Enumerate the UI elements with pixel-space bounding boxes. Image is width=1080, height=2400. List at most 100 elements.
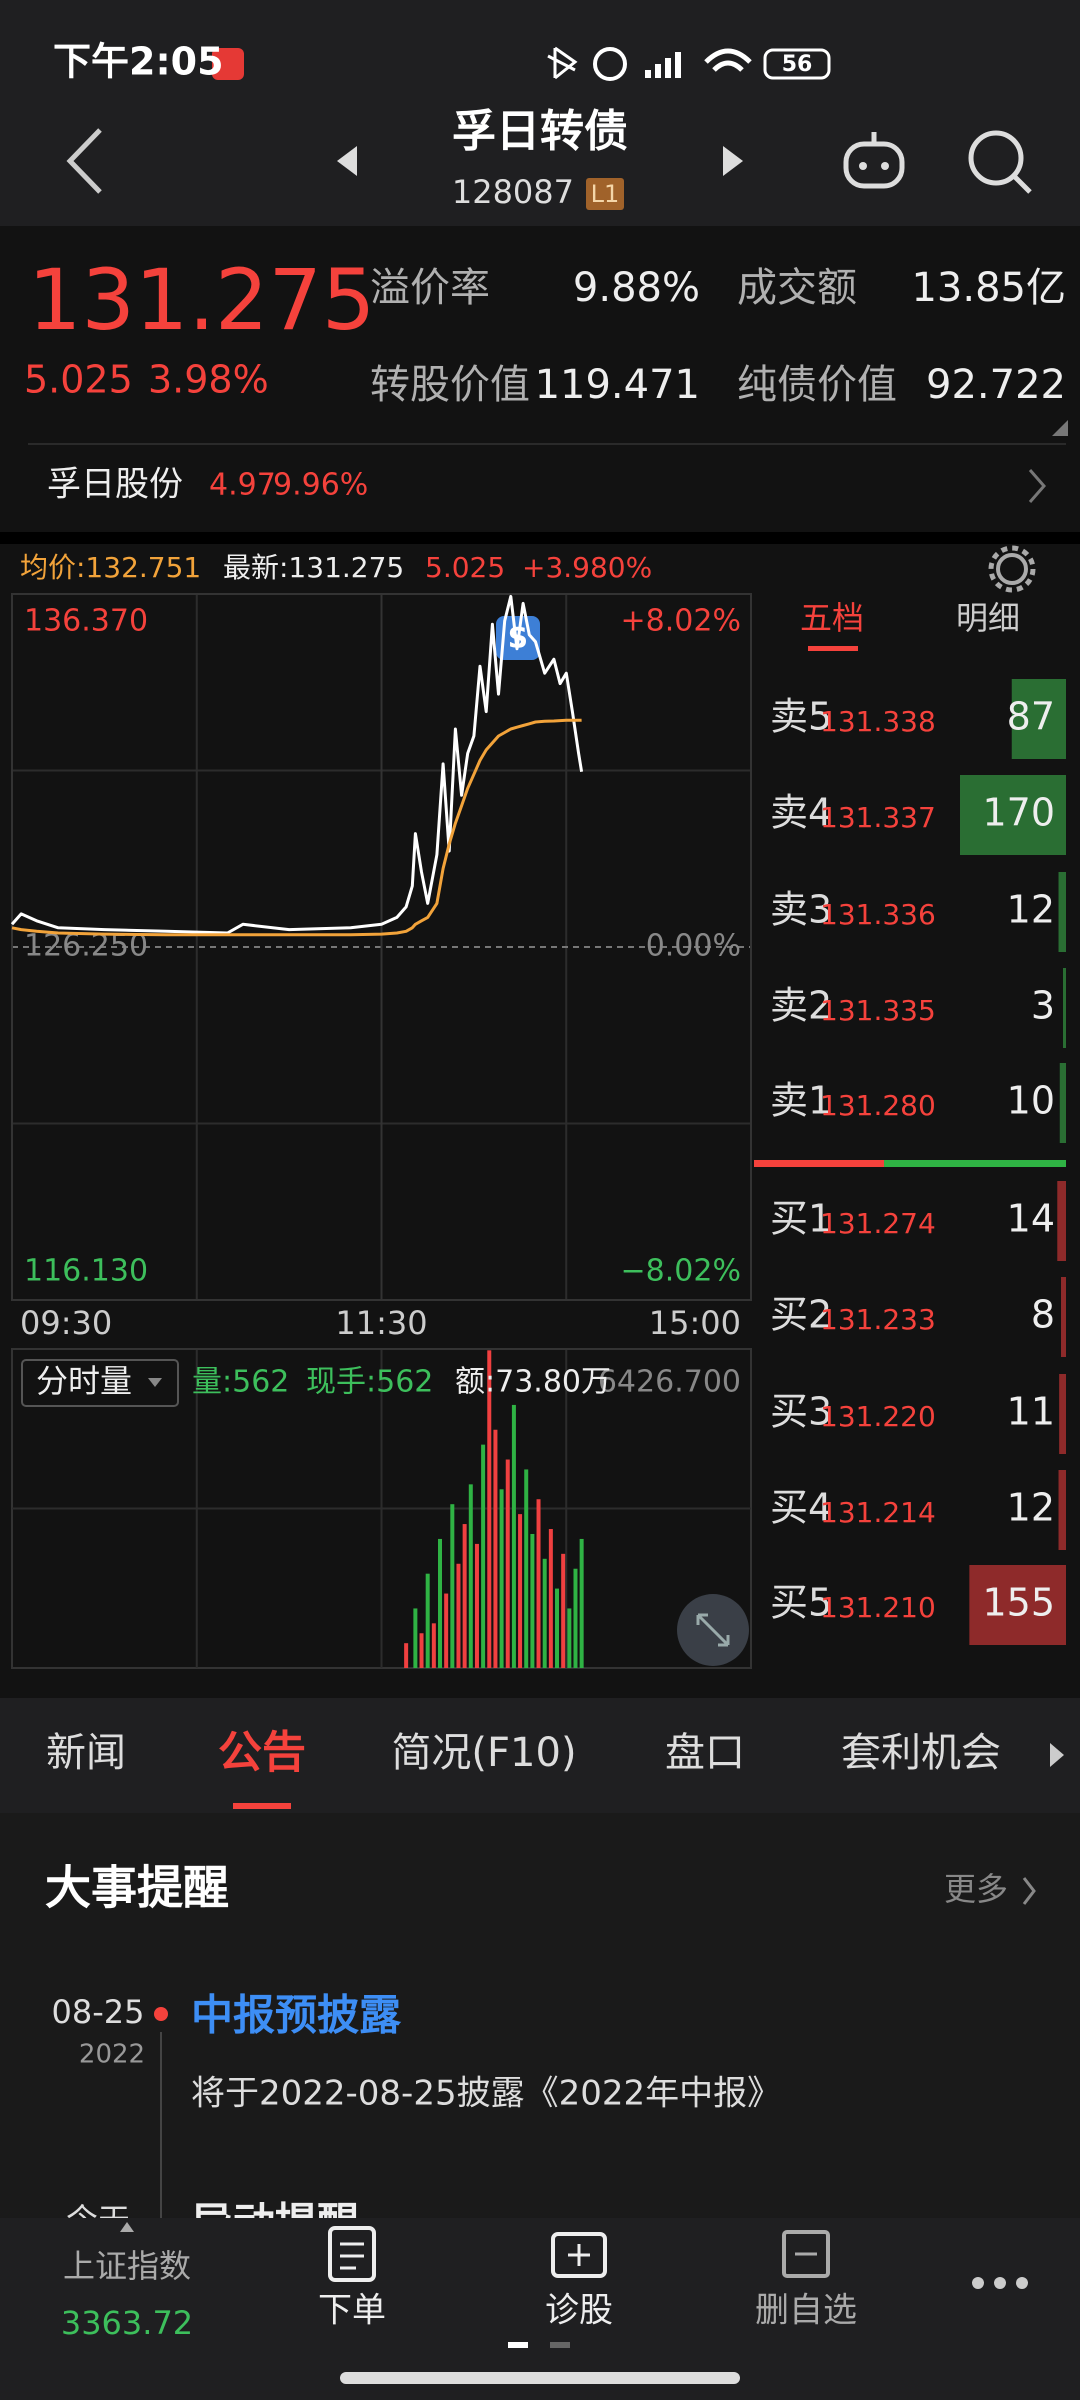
event-date: 08-25 (52, 1993, 145, 2031)
volume-bar (511, 1404, 516, 1668)
stat-label: 成交额 (737, 265, 857, 311)
book-level: 卖3 (770, 888, 832, 932)
expand-corner[interactable] (1052, 420, 1068, 436)
y-tick-label: 6426.700 (598, 1365, 741, 1400)
book-volume: 11 (1007, 1390, 1055, 1434)
volume-selector-label[interactable]: 分时量 (36, 1362, 132, 1400)
chevron[interactable] (1028, 469, 1046, 503)
x-tick-label: 15:00 (649, 1304, 741, 1342)
chart-change: 5.025 (425, 551, 505, 584)
price-line (11, 718, 582, 937)
prev-button[interactable] (337, 146, 357, 176)
last-price: 131.275 (28, 251, 375, 349)
book-level: 买3 (770, 1390, 832, 1434)
chart-change-pct: +3.980% (522, 551, 652, 584)
edge-bar (1063, 1565, 1066, 1645)
tab[interactable]: 公告 (218, 1727, 306, 1778)
tabs-more[interactable] (1050, 1743, 1064, 1767)
next-button[interactable] (723, 146, 743, 176)
volume-bar (548, 1529, 553, 1668)
tab[interactable]: 套利机会 (841, 1730, 1001, 1776)
volume-bar (404, 1643, 409, 1668)
settings-button[interactable] (988, 545, 1036, 593)
volume-bar (444, 1593, 449, 1668)
wifi-icon (704, 48, 752, 72)
book-level: 卖4 (770, 791, 832, 835)
quote-bg (0, 226, 1080, 532)
underlying-change: 9.96% (273, 468, 368, 503)
fullscreen-button[interactable] (677, 1594, 749, 1666)
book-level: 买1 (770, 1197, 832, 1241)
volume-bar (419, 1633, 424, 1668)
more-button[interactable] (972, 2277, 1028, 2289)
volume-bar (413, 1608, 418, 1668)
book-tab[interactable]: 明细 (956, 599, 1020, 637)
back-button[interactable] (66, 128, 102, 194)
edge-bar (1063, 1063, 1066, 1143)
y2-tick-label: +8.02% (621, 604, 741, 639)
tab-underline (233, 1803, 291, 1809)
stat-value: 92.722 (926, 362, 1066, 408)
underlying-name[interactable]: 孚日股份 (47, 465, 183, 505)
stat-value: 9.88% (573, 265, 700, 311)
security-code: 128087 (452, 173, 574, 211)
event-date: 今天 (66, 2201, 130, 2239)
battery-level: 56 (782, 52, 813, 77)
volume-selector[interactable] (21, 1359, 179, 1407)
volume-bar (431, 1623, 436, 1668)
search-button[interactable] (968, 130, 1032, 194)
diagnose-icon (551, 2232, 607, 2278)
avg-price: 均价:132.751 (20, 551, 201, 584)
edge-bar (1063, 1181, 1066, 1261)
tab-underline (808, 646, 858, 651)
edge-bar (1063, 1374, 1066, 1454)
nav-item[interactable]: 诊股 (545, 2291, 613, 2331)
event-title[interactable]: 中报预披露 (191, 1991, 402, 2040)
volume-stat: 现手:562 (306, 1365, 433, 1400)
latest-price: 最新:131.275 (223, 551, 404, 584)
level-label: L1 (591, 180, 620, 208)
more-link[interactable]: 更多 (944, 1870, 1008, 1908)
tab[interactable]: 盘口 (665, 1730, 745, 1776)
index-name[interactable]: 上证指数 (63, 2247, 191, 2285)
edge-bar (1063, 1470, 1066, 1550)
nav-item[interactable]: 下单 (318, 2291, 386, 2331)
volume-bar (542, 1558, 547, 1668)
edge-bar (1063, 775, 1066, 855)
book-divider (884, 1160, 1066, 1167)
tab[interactable]: 新闻 (46, 1730, 126, 1776)
volume-bar (1059, 1063, 1066, 1143)
volume-bar (425, 1573, 430, 1668)
volume-bar (561, 1553, 566, 1668)
signal-marker-label: S (508, 621, 528, 654)
book-level: 卖5 (770, 695, 832, 739)
book-divider (754, 1160, 884, 1167)
book-volume: 3 (1031, 984, 1055, 1028)
edge-bar (1063, 968, 1066, 1048)
volume-bar (1058, 872, 1066, 952)
book-tab[interactable]: 五档 (800, 599, 864, 637)
nav-item[interactable]: 删自选 (755, 2291, 857, 2331)
chevron[interactable] (1022, 1877, 1036, 1905)
tabs-bg (0, 1698, 1080, 1813)
stat-value: 119.471 (535, 362, 700, 408)
gap (0, 532, 1080, 544)
volume-bar (450, 1504, 455, 1668)
book-price: 131.233 (820, 1303, 936, 1336)
y-tick-label: 136.370 (24, 604, 148, 639)
book-volume: 10 (1007, 1079, 1055, 1123)
header-bg (0, 0, 1080, 226)
edge-bar (1063, 872, 1066, 952)
edge-bar (1063, 679, 1066, 759)
section-title: 大事提醒 (45, 1861, 229, 1915)
book-price: 131.274 (820, 1207, 936, 1240)
tab[interactable]: 简况(F10) (391, 1730, 576, 1776)
volume-bar (487, 1350, 492, 1668)
book-volume: 87 (1007, 695, 1055, 739)
robot-button[interactable] (843, 132, 905, 189)
title: 孚日转债 (452, 106, 628, 157)
volume-bar (493, 1429, 498, 1668)
event-title: 异动提醒 (191, 2199, 359, 2248)
signal-icon (645, 52, 681, 78)
